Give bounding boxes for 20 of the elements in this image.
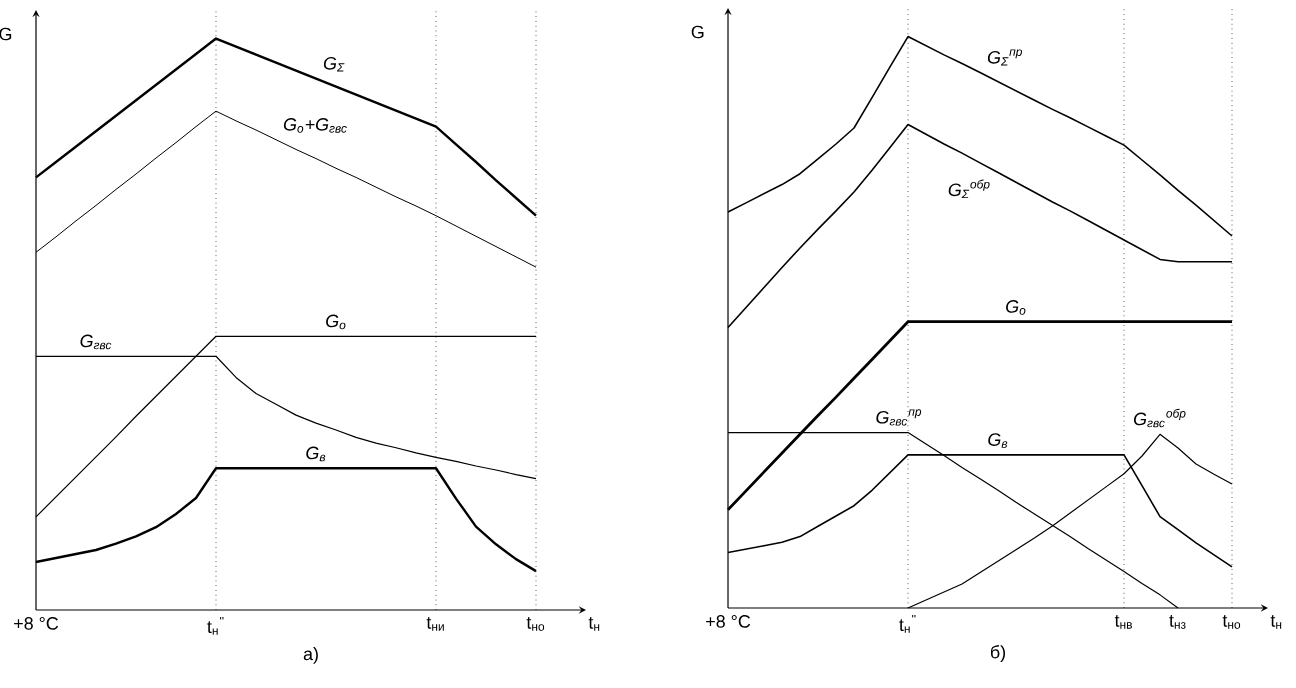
x-tick-label: t$_{нв}$	[1114, 615, 1132, 629]
x-tick-label: t$_{но}$	[1222, 615, 1241, 629]
series-label: G$_{Σ}$	[323, 56, 345, 72]
text: а)	[303, 647, 318, 664]
text: б)	[990, 645, 1006, 662]
series-label: G$_{в}$	[306, 446, 326, 462]
y-axis-title: G	[0, 27, 12, 41]
x-tick-label: +8 °C	[706, 615, 751, 628]
x-tick-label: t$_{ни}$	[426, 617, 444, 631]
y-axis-title: G	[691, 25, 704, 39]
x-tick-label: +8 °C	[14, 617, 59, 630]
x-tick-label: t$_{нз}$	[1169, 615, 1186, 629]
x-tick-label: t$_{но}$	[526, 617, 545, 631]
series-label: G$_{о}$	[1006, 300, 1026, 315]
series-label: G$_{о}$	[326, 314, 346, 330]
x-axis-title: t$_{н}$	[588, 617, 600, 631]
series-label: G$_{о}$+G$_{гвс}$	[283, 118, 347, 133]
series-label: G$_{в}$	[988, 433, 1008, 448]
series-label: G$_{гвс}$	[80, 334, 112, 350]
x-axis-title: t$_{н}$	[1270, 615, 1282, 629]
